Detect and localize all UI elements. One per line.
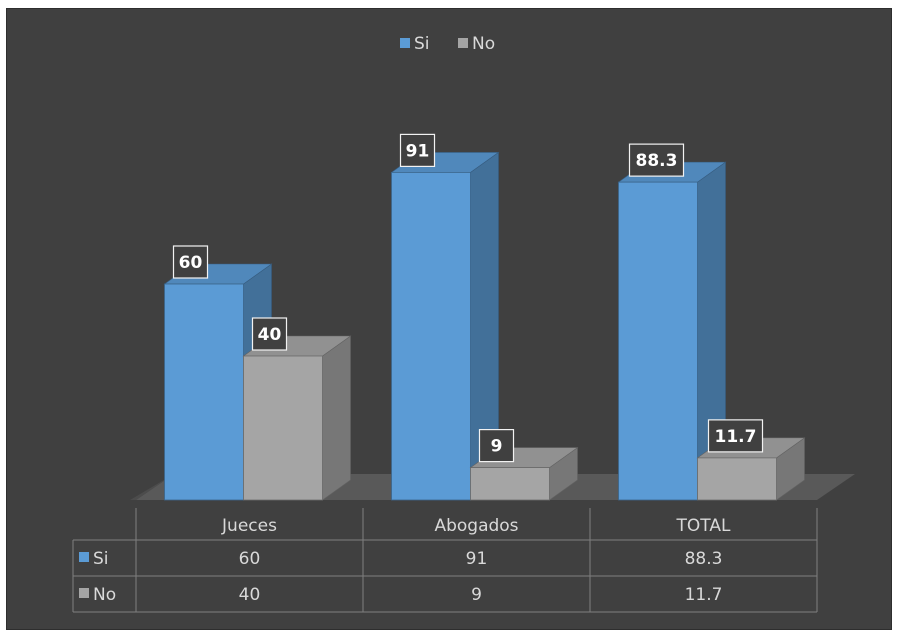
table-cell-no-abogados: 9: [471, 585, 482, 605]
svg-text:88.3: 88.3: [636, 151, 678, 171]
data-label-si-abogados: 91: [401, 134, 435, 166]
data-label-no-total: 11.7: [709, 420, 763, 452]
bar-no-jueces: [244, 336, 351, 500]
data-label-no-jueces: 40: [253, 318, 287, 350]
category-label-total: TOTAL: [676, 516, 731, 536]
table-legend-key-si: [79, 552, 89, 562]
svg-text:9: 9: [491, 437, 503, 457]
legend-label-si: Si: [414, 34, 430, 54]
table-legend-key-no: [79, 588, 89, 598]
svg-text:11.7: 11.7: [715, 427, 757, 447]
table-cell-si-jueces: 60: [239, 549, 261, 569]
data-label-si-jueces: 60: [174, 246, 208, 278]
svg-text:40: 40: [258, 325, 282, 345]
table-row-label-no: No: [93, 585, 116, 605]
table-row-label-si: Si: [93, 549, 109, 569]
category-label-abogados: Abogados: [434, 516, 518, 536]
legend-swatch-si: [400, 38, 410, 48]
svg-text:91: 91: [406, 141, 430, 161]
table-cell-no-jueces: 40: [239, 585, 261, 605]
data-label-si-total: 88.3: [630, 144, 684, 176]
chart-area: 60 40 91 9 88.3 11.7 Si No Jueces Abogados TOTAL…: [6, 8, 892, 630]
table-cell-si-total: 88.3: [685, 549, 723, 569]
table-cell-no-total: 11.7: [685, 585, 723, 605]
svg-text:60: 60: [179, 253, 203, 273]
chart-svg: 60 40 91 9 88.3 11.7 Si No Jueces Abogados TOTAL…: [7, 9, 893, 631]
category-label-jueces: Jueces: [221, 516, 277, 536]
legend-swatch-no: [458, 38, 468, 48]
data-label-no-abogados: 9: [480, 430, 514, 462]
legend-label-no: No: [472, 34, 495, 54]
table-cell-si-abogados: 91: [466, 549, 488, 569]
